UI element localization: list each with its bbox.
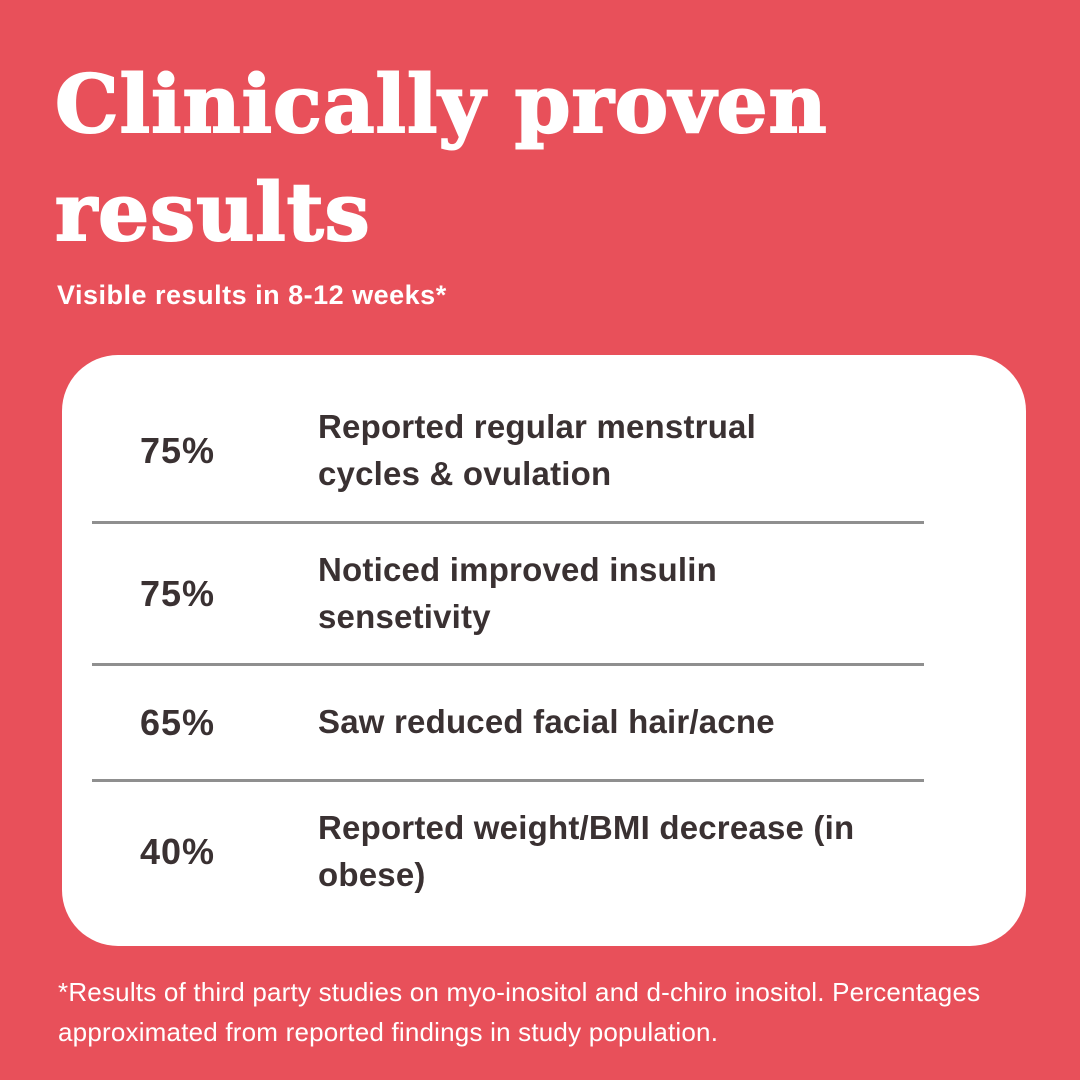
footnote-line-1: *Results of third party studies on myo-i… bbox=[58, 977, 981, 1008]
result-row: 75% Reported regular menstrual cycles & … bbox=[62, 381, 1026, 521]
row-divider bbox=[92, 779, 924, 783]
result-row: 75% Noticed improved insulin sensetivity bbox=[62, 524, 1026, 664]
result-percent: 40% bbox=[140, 831, 216, 873]
result-row: 65% Saw reduced facial hair/acne bbox=[62, 666, 1026, 779]
footnote-line-2: approximated from reported findings in s… bbox=[58, 1017, 719, 1048]
results-card: 75% Reported regular menstrual cycles & … bbox=[62, 355, 1026, 947]
result-percent: 65% bbox=[140, 701, 216, 743]
result-description: Noticed improved insulin sensetivity bbox=[318, 550, 718, 635]
result-row: 40% Reported weight/BMI decrease (in obe… bbox=[62, 782, 1026, 922]
subtitle: Visible results in 8-12 weeks* bbox=[57, 280, 447, 310]
row-divider bbox=[92, 520, 924, 524]
result-description: Reported regular menstrual cycles & ovul… bbox=[318, 408, 756, 492]
result-percent: 75% bbox=[140, 572, 216, 614]
result-description: Saw reduced facial hair/acne bbox=[318, 703, 775, 741]
footnote: *Results of third party studies on myo-i… bbox=[0, 972, 1080, 1053]
page-title: Clinically proven results bbox=[54, 56, 828, 260]
row-divider bbox=[92, 663, 924, 667]
result-percent: 75% bbox=[140, 429, 216, 471]
result-description: Reported weight/BMI decrease (in obese) bbox=[318, 809, 855, 894]
